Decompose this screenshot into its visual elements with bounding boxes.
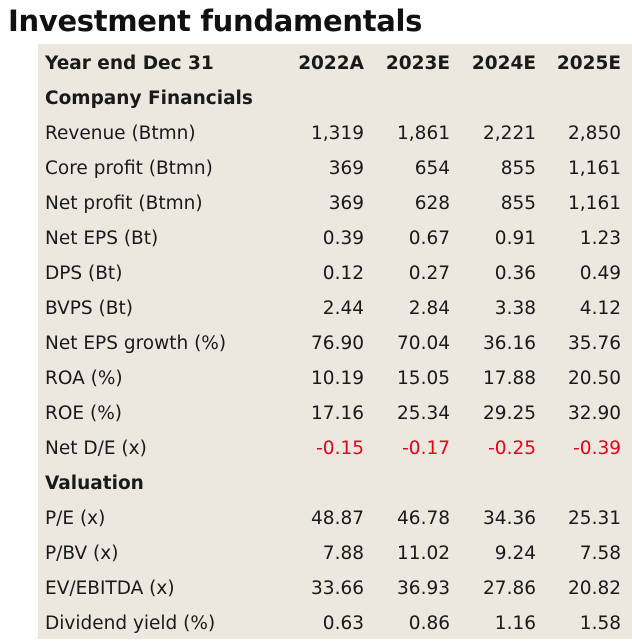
value-cell: 855	[500, 158, 536, 179]
value-cell: 33.66	[311, 578, 364, 599]
row-label: Net profit (Btmn)	[45, 193, 203, 214]
table-row: EV/EBITDA (x) 33.66 36.93 27.86 20.82	[38, 571, 632, 606]
section-title: Company Financials	[45, 88, 253, 109]
value-cell: 32.90	[568, 403, 621, 424]
year-header: 2022A	[298, 53, 364, 74]
value-cell: -0.15	[316, 438, 364, 459]
row-label: EV/EBITDA (x)	[45, 578, 175, 599]
value-cell: 4.12	[579, 298, 621, 319]
section-header-row: Valuation	[38, 466, 632, 501]
value-cell: 46.78	[397, 508, 450, 529]
value-cell: -0.39	[573, 438, 621, 459]
value-cell: 36.16	[483, 333, 536, 354]
value-cell: 11.02	[397, 543, 450, 564]
row-label: Net EPS (Bt)	[45, 228, 159, 249]
table-row: ROA (%) 10.19 15.05 17.88 20.50	[38, 361, 632, 396]
value-cell: 1,861	[397, 123, 450, 144]
value-cell: 0.36	[494, 263, 536, 284]
value-cell: 1.58	[579, 613, 621, 634]
fundamentals-table: Year end Dec 31 2022A 2023E 2024E 2025E …	[38, 44, 632, 639]
value-cell: 628	[414, 193, 450, 214]
table-row: P/E (x) 48.87 46.78 34.36 25.31	[38, 501, 632, 536]
table-row: Dividend yield (%) 0.63 0.86 1.16 1.58	[38, 606, 632, 641]
row-label: Net D/E (x)	[45, 438, 147, 459]
value-cell: 0.27	[408, 263, 450, 284]
value-cell: 855	[500, 193, 536, 214]
value-cell: 17.88	[483, 368, 536, 389]
row-label: P/BV (x)	[45, 543, 119, 564]
value-cell: 70.04	[397, 333, 450, 354]
value-cell: 1,319	[311, 123, 364, 144]
value-cell: 76.90	[311, 333, 364, 354]
year-header: 2023E	[385, 53, 450, 74]
value-cell: 0.39	[322, 228, 364, 249]
table-row: P/BV (x) 7.88 11.02 9.24 7.58	[38, 536, 632, 571]
table-row: Core profit (Btmn) 369 654 855 1,161	[38, 151, 632, 186]
value-cell: 1.23	[579, 228, 621, 249]
row-label: ROE (%)	[45, 403, 122, 424]
year-header: 2025E	[556, 53, 621, 74]
header-row: Year end Dec 31 2022A 2023E 2024E 2025E	[38, 46, 632, 81]
value-cell: 15.05	[397, 368, 450, 389]
value-cell: 1,161	[568, 158, 621, 179]
value-cell: 25.34	[397, 403, 450, 424]
value-cell: 369	[328, 193, 364, 214]
value-cell: 17.16	[311, 403, 364, 424]
value-cell: 35.76	[568, 333, 621, 354]
value-cell: 29.25	[483, 403, 536, 424]
table-row: Net profit (Btmn) 369 628 855 1,161	[38, 186, 632, 221]
row-label: Core profit (Btmn)	[45, 158, 213, 179]
row-label: Revenue (Btmn)	[45, 123, 196, 144]
value-cell: 2.44	[322, 298, 364, 319]
header-label: Year end Dec 31	[45, 53, 214, 74]
value-cell: 3.38	[494, 298, 536, 319]
value-cell: 0.67	[408, 228, 450, 249]
section-header-row: Company Financials	[38, 81, 632, 116]
value-cell: 20.50	[568, 368, 621, 389]
year-header: 2024E	[471, 53, 536, 74]
value-cell: 2.84	[408, 298, 450, 319]
value-cell: 20.82	[568, 578, 621, 599]
table-row: ROE (%) 17.16 25.34 29.25 32.90	[38, 396, 632, 431]
value-cell: -0.25	[488, 438, 536, 459]
value-cell: 9.24	[494, 543, 536, 564]
value-cell: 27.86	[483, 578, 536, 599]
row-label: Net EPS growth (%)	[45, 333, 227, 354]
value-cell: 0.91	[494, 228, 536, 249]
value-cell: 0.49	[579, 263, 621, 284]
value-cell: 2,221	[483, 123, 536, 144]
value-cell: 48.87	[311, 508, 364, 529]
value-cell: 0.12	[322, 263, 364, 284]
row-label: Dividend yield (%)	[45, 613, 216, 634]
page-title: Investment fundamentals	[8, 4, 423, 38]
value-cell: 7.58	[579, 543, 621, 564]
table-row: BVPS (Bt) 2.44 2.84 3.38 4.12	[38, 291, 632, 326]
table-row: Net D/E (x) -0.15 -0.17 -0.25 -0.39	[38, 431, 632, 466]
value-cell: 1.16	[494, 613, 536, 634]
value-cell: 0.63	[322, 613, 364, 634]
row-label: ROA (%)	[45, 368, 123, 389]
value-cell: 7.88	[322, 543, 364, 564]
value-cell: 36.93	[397, 578, 450, 599]
section-title: Valuation	[45, 473, 144, 494]
table-row: Revenue (Btmn) 1,319 1,861 2,221 2,850	[38, 116, 632, 151]
value-cell: 2,850	[568, 123, 621, 144]
row-label: DPS (Bt)	[45, 263, 123, 284]
row-label: BVPS (Bt)	[45, 298, 133, 319]
value-cell: 654	[414, 158, 450, 179]
table-row: Net EPS (Bt) 0.39 0.67 0.91 1.23	[38, 221, 632, 256]
value-cell: 34.36	[483, 508, 536, 529]
value-cell: -0.17	[402, 438, 450, 459]
value-cell: 0.86	[408, 613, 450, 634]
value-cell: 1,161	[568, 193, 621, 214]
value-cell: 25.31	[568, 508, 621, 529]
table-row: DPS (Bt) 0.12 0.27 0.36 0.49	[38, 256, 632, 291]
table-row: Net EPS growth (%) 76.90 70.04 36.16 35.76	[38, 326, 632, 361]
row-label: P/E (x)	[45, 508, 106, 529]
value-cell: 10.19	[311, 368, 364, 389]
value-cell: 369	[328, 158, 364, 179]
